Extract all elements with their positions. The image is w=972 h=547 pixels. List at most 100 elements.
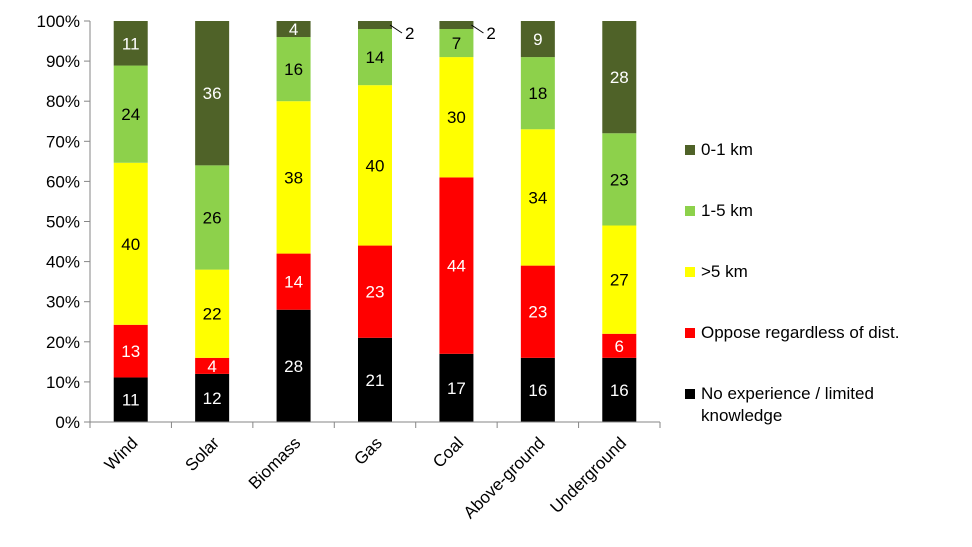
data-label: 4: [207, 357, 216, 376]
bar-coal-no-experience-limited-knowledge: [439, 353, 474, 422]
data-label: 9: [533, 30, 542, 49]
bar-underground-5-km: [602, 225, 637, 334]
data-label: 17: [447, 379, 466, 398]
data-labels: 1113402411124222636281438164212340141744…: [121, 20, 628, 410]
data-label: 36: [203, 84, 222, 103]
legend: 0-1 km 1-5 km >5 km Oppose regardless of di…: [685, 140, 899, 425]
x-axis-labels: Wind Solar Biomass Gas CoalAbove-groundUnder…: [101, 433, 630, 522]
legend-swatch: [685, 206, 695, 216]
data-label: 7: [452, 34, 461, 53]
data-label: 26: [203, 208, 222, 227]
data-label: 16: [610, 381, 629, 400]
data-label: 38: [284, 168, 303, 187]
data-label: 22: [203, 305, 222, 324]
data-label: 14: [366, 48, 385, 67]
x-tick-label: Biomass: [245, 433, 305, 493]
bar-gas-no-experience-limited-knowledge: [358, 337, 392, 422]
y-tick-label: 90%: [46, 52, 80, 71]
data-label: 11: [122, 391, 140, 410]
bar-underground-0-1-km: [602, 21, 637, 134]
y-tick-label: 40%: [46, 253, 80, 272]
legend-label: No experience / limited knowledge: [701, 384, 874, 425]
data-label: 28: [610, 68, 629, 87]
y-tick-label: 60%: [46, 172, 80, 191]
y-tick-label: 70%: [46, 132, 80, 151]
legend-label: Oppose regardless of dist.: [701, 323, 899, 342]
bar-underground-oppose-regardless-of-dist: [602, 333, 637, 358]
legend-label: >5 km: [701, 262, 748, 281]
data-label: 23: [366, 283, 385, 302]
bar-biomass-1-5-km: [276, 37, 311, 102]
data-label: 16: [284, 60, 303, 79]
legend-swatch: [685, 328, 695, 338]
bar-above-ground-oppose-regardless-of-dist: [520, 265, 555, 358]
x-tick-label: Wind: [101, 433, 142, 474]
legend-label: 0-1 km: [701, 140, 753, 159]
data-label: 2: [486, 24, 495, 43]
data-label: 34: [528, 188, 547, 207]
legend-label: 1-5 km: [701, 201, 753, 220]
bar-gas-5-km: [358, 85, 392, 246]
bar-underground-1-5-km: [602, 133, 637, 226]
legend-swatch: [685, 389, 695, 399]
data-label: 12: [203, 389, 222, 408]
bar-biomass-0-1-km: [276, 21, 311, 38]
bar-coal-1-5-km: [439, 29, 474, 58]
data-label: 27: [610, 271, 629, 290]
x-tick-label: Solar: [181, 433, 223, 475]
data-label: 24: [121, 105, 140, 124]
data-label: 44: [447, 257, 466, 276]
bar-biomass-oppose-regardless-of-dist: [276, 253, 311, 310]
bar-wind-0-1-km: [113, 21, 148, 66]
x-tick-label: Underground: [546, 433, 630, 517]
leader-line: [389, 24, 403, 34]
data-label: 28: [284, 357, 303, 376]
bar-coal-oppose-regardless-of-dist: [439, 177, 474, 354]
bar-solar-no-experience-limited-knowledge: [195, 373, 230, 422]
y-axis-ticks: 0% 10% 20% 30% 40% 50% 60% 70% 80% 90% 100%: [37, 12, 661, 432]
leader-line: [471, 24, 484, 34]
bar-coal-5-km: [439, 57, 474, 178]
y-tick-label: 20%: [46, 333, 80, 352]
data-label: 13: [121, 342, 140, 361]
y-tick-label: 10%: [46, 373, 80, 392]
data-label: 6: [615, 337, 624, 356]
bar-biomass-no-experience-limited-knowledge: [276, 309, 311, 422]
bar-gas-oppose-regardless-of-dist: [358, 245, 392, 338]
data-label: 2: [405, 24, 414, 43]
y-tick-label: 80%: [46, 92, 80, 111]
bar-biomass-5-km: [276, 101, 311, 254]
bar-above-ground-5-km: [520, 129, 555, 266]
y-tick-label: 30%: [46, 293, 80, 312]
data-label: 16: [528, 381, 547, 400]
bar-above-ground-no-experience-limited-knowledge: [520, 357, 555, 422]
bar-coal-0-1-km: [439, 21, 474, 30]
bar-solar-1-5-km: [195, 165, 230, 270]
bar-wind-oppose-regardless-of-dist: [113, 324, 148, 378]
data-label: 14: [284, 273, 303, 292]
data-label: 30: [447, 108, 466, 127]
data-label: 4: [289, 20, 298, 39]
data-label: 21: [366, 371, 385, 390]
x-tick-label: Above-ground: [460, 433, 549, 522]
data-label: 23: [528, 303, 547, 322]
bar-above-ground-0-1-km: [520, 21, 555, 58]
bar-solar-oppose-regardless-of-dist: [195, 357, 230, 374]
data-label: 18: [528, 84, 547, 103]
y-tick-label: 100%: [37, 12, 80, 31]
y-tick-label: 0%: [55, 413, 80, 432]
x-tick-label: Coal: [429, 433, 467, 471]
data-label: 23: [610, 170, 629, 189]
bar-underground-no-experience-limited-knowledge: [602, 357, 637, 422]
bar-above-ground-1-5-km: [520, 57, 555, 130]
bar-gas-0-1-km: [358, 21, 392, 30]
data-label: 40: [366, 156, 385, 175]
y-tick-label: 50%: [46, 213, 80, 232]
bar-wind-no-experience-limited-knowledge: [113, 377, 148, 422]
bar-gas-1-5-km: [358, 29, 392, 86]
legend-swatch: [685, 267, 695, 277]
data-label: 11: [122, 34, 140, 53]
bar-solar-0-1-km: [195, 21, 230, 166]
